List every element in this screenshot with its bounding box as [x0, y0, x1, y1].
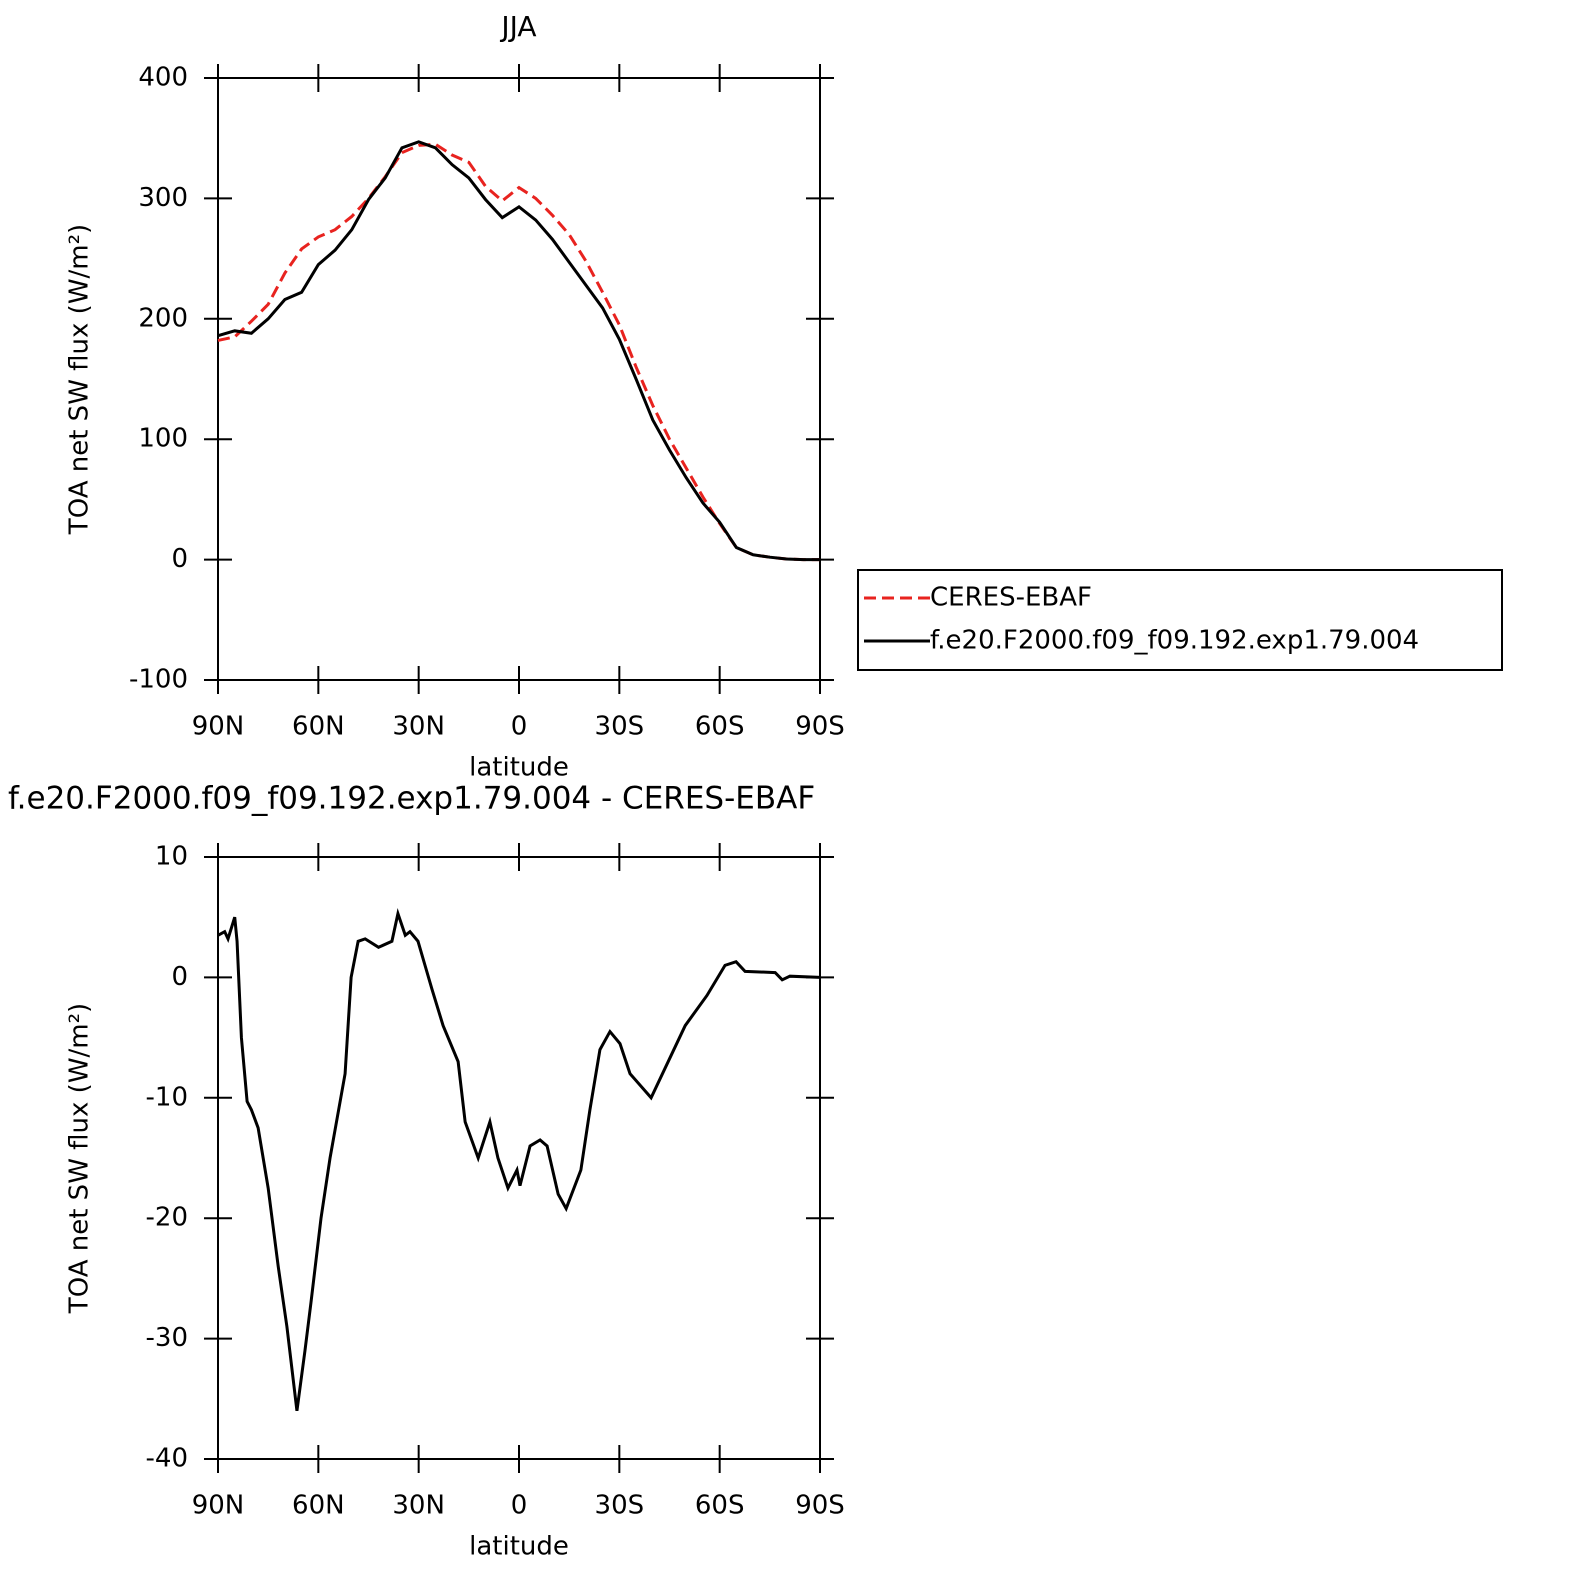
- x-tick-label: 0: [511, 1491, 528, 1521]
- x-tick-label: 60N: [292, 712, 345, 742]
- x-tick-label: 90S: [795, 1491, 845, 1521]
- x-tick-label: 60S: [695, 712, 745, 742]
- plot-frame: [217, 856, 821, 1460]
- x-tick-label: 0: [511, 712, 528, 742]
- chart-title: JJA: [499, 10, 536, 43]
- series-line: [217, 907, 821, 1412]
- y-tick-label: 100: [138, 424, 188, 454]
- series-line: [217, 140, 820, 562]
- x-tick-label: 60S: [695, 1491, 745, 1521]
- y-tick-label: 10: [155, 842, 188, 872]
- y-tick-label: 0: [171, 544, 188, 574]
- y-tick-label: -10: [146, 1082, 188, 1112]
- x-axis-label: latitude: [469, 753, 569, 783]
- legend-label: CERES-EBAF: [930, 583, 1092, 613]
- chart-title: f.e20.F2000.f09_f09.192.exp1.79.004 - CE…: [8, 781, 815, 817]
- x-axis-label: latitude: [469, 1532, 569, 1562]
- y-tick-label: -30: [146, 1323, 188, 1353]
- legend-box: [857, 569, 1503, 671]
- x-tick-label: 90N: [192, 1491, 245, 1521]
- y-tick-label: -100: [129, 665, 188, 695]
- x-tick-label: 60N: [292, 1491, 345, 1521]
- y-tick-label: -20: [146, 1203, 188, 1233]
- x-tick-label: 30S: [595, 1491, 645, 1521]
- y-tick-label: 300: [138, 183, 188, 213]
- x-tick-label: 30N: [392, 1491, 445, 1521]
- plot-frame: [217, 77, 821, 681]
- y-axis-label: TOA net SW flux (W/m²): [65, 1003, 95, 1314]
- x-tick-label: 30S: [595, 712, 645, 742]
- y-tick-label: 0: [171, 962, 188, 992]
- x-tick-label: 30N: [392, 712, 445, 742]
- x-tick-label: 90S: [795, 712, 845, 742]
- y-tick-label: 200: [138, 303, 188, 333]
- y-tick-label: 400: [138, 63, 188, 93]
- x-tick-label: 90N: [192, 712, 245, 742]
- y-tick-label: -40: [146, 1444, 188, 1474]
- legend-label: f.e20.F2000.f09_f09.192.exp1.79.004: [930, 626, 1419, 656]
- y-axis-label: TOA net SW flux (W/m²): [65, 224, 95, 535]
